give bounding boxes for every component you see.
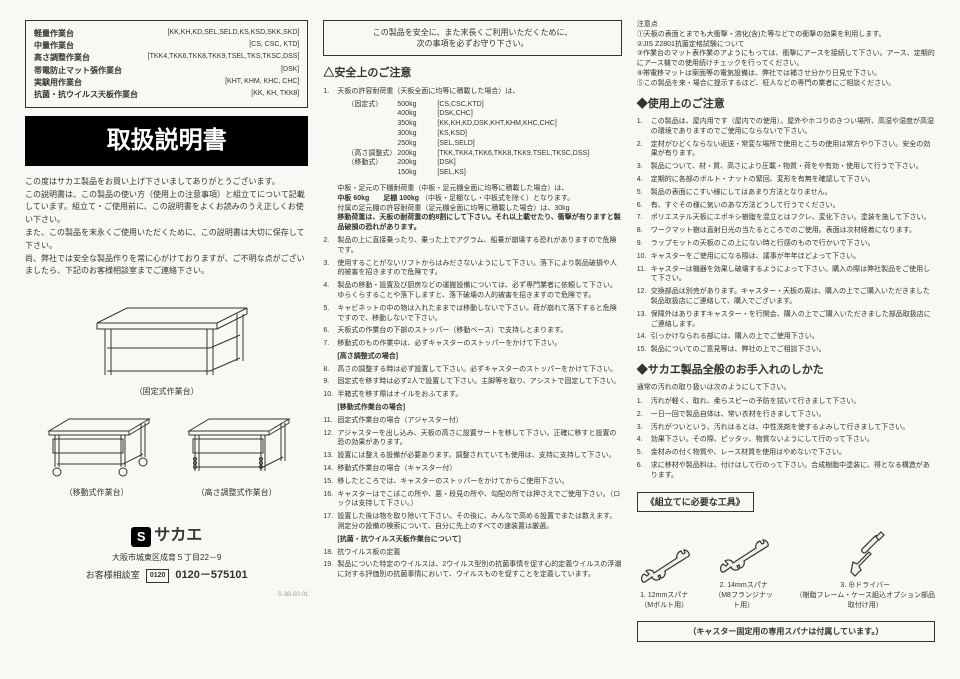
tool-name: 1. 12mmスパナ xyxy=(637,591,692,601)
load-bold: 中板 60kg 足棚 100kg xyxy=(337,195,419,202)
manual-title: 取扱説明書 xyxy=(25,116,308,166)
diagrams: （固定式作業台） （移動式作業台） xyxy=(25,293,308,510)
caster-note: （キャスター固定用の専用スパナは付属しています。） xyxy=(637,621,935,642)
tool-screwdriver: 3. ⊕ドライバー （樹脂フレーム・ケース組込オプション部品取付け用） xyxy=(795,528,935,610)
logo-s-icon: S xyxy=(131,527,151,547)
product-name: 中量作業台 xyxy=(34,40,74,51)
table-adjust-icon xyxy=(177,409,297,484)
product-row: 抗菌・抗ウイルス天板作業台 [KK, KH, TKK8] xyxy=(34,89,299,100)
freedial-icon: 0120 xyxy=(146,569,170,583)
usage-list: 1.この製品は、屋内用です（屋内での使用）。屋外やホコりのきつい場所、高湿や湿度… xyxy=(637,117,935,355)
tool-name: 2. 14mmスパナ xyxy=(712,581,776,591)
company-address: 大阪市城東区成育５丁目22－9 xyxy=(25,552,308,563)
diagram-label: （移動式作業台） xyxy=(37,487,157,498)
phone-number: 0120－575101 xyxy=(175,568,247,583)
tool-name: 3. ⊕ドライバー xyxy=(795,581,935,591)
screwdriver-icon xyxy=(843,528,888,578)
product-row: 軽量作業台 [KK,KH,KD,SEL,SELD,KS,KSD,SKK,SKD] xyxy=(34,28,299,39)
safety-items: 2.製品の上に直接乗ったり、乗った上でアグラム、船乗が崩壊する恐れがありますので… xyxy=(323,236,621,580)
diagram-adjust: （高さ調整式作業台） xyxy=(177,409,297,498)
care-list: 1.汚れが軽く、取れ、柔らスピーの予防を拭いて行きまして下さい。2.一日一回で製… xyxy=(637,397,935,481)
tool-wrench-12: 1. 12mmスパナ （Mボルト用） xyxy=(637,548,692,611)
safety-bold: 移動荷重は、天板の耐荷重の約8割にして下さい。それ以上載せたり、衝撃が有りますと… xyxy=(337,213,621,233)
safety-text: （中板・足棚なし・中板式を除く）となります。 xyxy=(421,195,574,202)
safety-text: 天板の許容耐荷重（天板全面に均等に積載した場合）は、 xyxy=(337,88,519,95)
safety-heading: △安全上のご注意 xyxy=(323,66,621,81)
wrench-icon xyxy=(716,538,771,578)
diagram-fixed: （固定式作業台） xyxy=(25,293,308,397)
product-row: 実験用作業台 [KHT, KHM, KHC, CHC] xyxy=(34,77,299,88)
intro-text: この度はサカエ製品をお買い上げ下さいましてありがとうございます。 この説明書は、… xyxy=(25,176,308,278)
product-name: 帯電防止マット張作業台 xyxy=(34,65,122,76)
product-models: [KHT, KHM, KHC, CHC] xyxy=(225,77,299,88)
product-name: 軽量作業台 xyxy=(34,28,74,39)
notice-box: この製品を安全に、また末長くご利用いただくために、 次の事項を必ずお守り下さい。 xyxy=(323,20,621,56)
middle-column: この製品を安全に、また末長くご利用いただくために、 次の事項を必ずお守り下さい。… xyxy=(323,20,621,659)
diagram-label: （高さ調整式作業台） xyxy=(177,487,297,498)
safety-text: 中板・足元の下棚耐荷重（中板・足元棚全面に均等に積載した場合）は、 xyxy=(337,184,621,194)
care-heading: ◆サカエ製品全般のお手入れのしかた xyxy=(637,363,935,378)
product-row: 中量作業台 [CS, CSC, KTD] xyxy=(34,40,299,51)
table-mobile-icon xyxy=(37,409,157,484)
safety-list: 1. 天板の許容耐荷重（天板全面に均等に積載した場合）は、 （固定式）500kg… xyxy=(323,87,621,233)
product-row: 高さ調整作業台 [TKK4,TKK6,TKK8,TKK9,TSEL,TKS,TKS… xyxy=(34,52,299,63)
load-table: （固定式）500kg[CS,CSC,KTD]400kg[DSK,CHC]350k… xyxy=(347,100,621,178)
tool-note: （樹脂フレーム・ケース組込オプション部品取付け用） xyxy=(795,591,935,611)
tool-wrench-14: 2. 14mmスパナ （M8フランジナット用） xyxy=(712,538,776,610)
product-name: 実験用作業台 xyxy=(34,77,82,88)
safety-right-pre: 注意点 ①天板の表面とまでも大衝撃・溶化(含)た等などでの衝撃の効果を利用します… xyxy=(637,20,935,89)
tool-note: （M8フランジナット用） xyxy=(712,591,776,611)
right-column: 注意点 ①天板の表面とまでも大衝撃・溶化(含)た等などでの衝撃の効果を利用します… xyxy=(637,20,935,659)
product-models: [KK,KH,KD,SEL,SELD,KS,KSD,SKK,SKD] xyxy=(168,28,300,39)
left-column: 軽量作業台[KK,KH,KD,SEL,SELD,KS,KSD,SKK,SKD] … xyxy=(25,20,308,659)
product-models: [TKK4,TKK6,TKK8,TKK9,TSEL,TKS,TKSC,DSS] xyxy=(148,52,300,63)
diagram-mobile: （移動式作業台） xyxy=(37,409,157,498)
tools-heading: 《組立てに必要な工具》 xyxy=(637,492,754,513)
care-intro: 通常の汚れの取り扱いは次のようにして下さい。 xyxy=(637,383,935,393)
tool-note: （Mボルト用） xyxy=(637,601,692,611)
product-models: [KK, KH, TKK8] xyxy=(251,89,299,100)
product-models: [CS, CSC, KTD] xyxy=(249,40,299,51)
safety-text: 付属の足元棚の許容耐荷重（足元棚全面に均等に積載した場合）は、30kg xyxy=(337,204,621,214)
table-fixed-icon xyxy=(77,293,257,383)
product-name: 高さ調整作業台 xyxy=(34,52,90,63)
diagram-row: （移動式作業台） （高さ調整式作業台） xyxy=(25,409,308,510)
phone-row: お客様相談室 0120 0120－575101 xyxy=(25,568,308,583)
product-list-box: 軽量作業台[KK,KH,KD,SEL,SELD,KS,KSD,SKK,SKD] … xyxy=(25,20,308,108)
diagram-label: （固定式作業台） xyxy=(25,386,308,397)
cs-label: お客様相談室 xyxy=(86,569,140,582)
tools-row: 1. 12mmスパナ （Mボルト用） 2. 14mmスパナ （M8フランジナット… xyxy=(637,528,935,610)
company-logo: S サカエ xyxy=(131,525,202,547)
doc-code: S-3B-00-01 xyxy=(25,591,308,599)
company-footer: S サカエ 大阪市城東区成育５丁目22－9 お客様相談室 0120 0120－5… xyxy=(25,525,308,599)
usage-heading: ◆使用上のご注意 xyxy=(637,97,935,112)
product-name: 抗菌・抗ウイルス天板作業台 xyxy=(34,89,138,100)
wrench-icon xyxy=(637,548,692,588)
product-row: 帯電防止マット張作業台 [DSK] xyxy=(34,65,299,76)
logo-name: サカエ xyxy=(154,525,202,547)
product-models: [DSK] xyxy=(281,65,299,76)
